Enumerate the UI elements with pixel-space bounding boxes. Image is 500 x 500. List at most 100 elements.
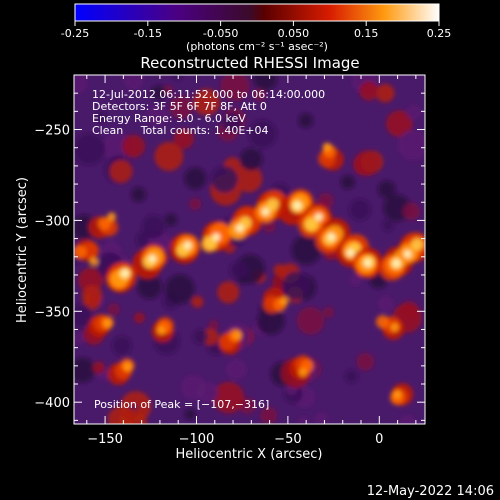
heatmap-patch	[260, 407, 278, 424]
heatmap-patch	[378, 296, 394, 312]
heatmap-patch	[74, 357, 96, 383]
emission-blob	[392, 259, 401, 268]
colorbar-tick-label: -0.25	[61, 27, 89, 40]
heatmap-patch	[208, 319, 219, 330]
emission-blob	[261, 207, 270, 216]
colorbar: -0.25 -0.15 -0.050 0.050 0.15 0.25 (photons c…	[61, 3, 452, 53]
x-tick-label: −100	[179, 432, 215, 447]
emission-blob	[232, 330, 242, 340]
heatmap-patch	[147, 105, 168, 126]
heatmap-patch	[253, 88, 266, 101]
y-tick-label: −400	[34, 396, 70, 411]
emission-blob	[98, 216, 112, 231]
heatmap-patch	[381, 219, 394, 232]
y-tick-label: −350	[34, 305, 70, 320]
heatmap-patch	[248, 119, 277, 149]
emission-blob	[156, 326, 166, 335]
heatmap-patch	[154, 141, 184, 171]
heatmap-patch	[340, 174, 356, 190]
emission-blob	[346, 248, 355, 257]
heatmap-patch	[298, 112, 314, 129]
heatmap-patch	[169, 95, 193, 119]
heatmap-patch	[220, 75, 250, 102]
y-tick-label: −250	[34, 124, 70, 139]
axis-ticks: −150 −100 −50 0 −250 −300 −350 −400	[34, 74, 425, 447]
heatmap-patch	[386, 110, 413, 137]
annotation-block: 12-Jul-2012 06:11:52.000 to 06:14:00.000…	[92, 88, 325, 137]
heatmap-patch	[193, 88, 220, 116]
emission-blob	[212, 233, 221, 242]
heatmap-patch	[74, 133, 106, 166]
emission-blob	[293, 201, 302, 210]
heatmap-patch	[74, 75, 88, 95]
heatmap-patch	[180, 374, 206, 400]
annotation-time: 12-Jul-2012 06:11:52.000 to 06:14:00.000	[92, 88, 325, 101]
heatmap-patch	[111, 335, 132, 356]
y-tick-label: −300	[34, 214, 70, 229]
heatmap-patch	[235, 165, 263, 193]
heatmap-patch	[406, 104, 422, 120]
heatmap-patch	[184, 408, 196, 421]
emission-blob	[103, 318, 113, 328]
y-axis-label: Heliocentric Y (arcsec)	[15, 177, 30, 323]
emission-blob	[363, 258, 372, 267]
heatmap-patch	[222, 112, 242, 133]
heatmap-patch	[229, 260, 248, 280]
heatmap-patch	[217, 281, 240, 304]
heatmap-patch	[173, 128, 194, 149]
heatmap-patch	[164, 213, 178, 227]
emission-blob	[403, 250, 412, 259]
heatmap-patch	[211, 165, 238, 193]
emission-blob	[279, 296, 289, 306]
heatmap-patch	[172, 75, 183, 81]
emission-blob	[148, 254, 157, 263]
colorbar-gradient	[74, 3, 440, 22]
heatmap-patch	[257, 306, 285, 335]
colorbar-tick-label: 0.050	[278, 27, 310, 40]
colorbar-tick-label: -0.15	[134, 27, 162, 40]
heatmap-patch	[164, 274, 195, 305]
heatmap-patch	[344, 369, 359, 384]
heatmap-patch	[212, 381, 245, 414]
x-tick-label: −50	[274, 432, 301, 447]
colorbar-tick-label: 0.15	[354, 27, 379, 40]
colorbar-units: (photons cm⁻² s⁻¹ asec⁻²)	[186, 40, 328, 53]
emission-blob	[327, 233, 336, 242]
heatmap-patch	[291, 234, 322, 265]
emission-blob	[266, 198, 280, 211]
x-tick-label: −150	[87, 432, 123, 447]
heatmap-patch	[74, 332, 86, 345]
chart-title: Reconstructed RHESSI Image	[140, 54, 359, 72]
footer-date: 12-May-2022 14:06	[367, 484, 494, 499]
heatmap-patch	[130, 186, 147, 203]
heatmap-patch	[349, 274, 362, 287]
heatmap-patch	[253, 75, 278, 91]
emission-blob	[411, 238, 424, 251]
heatmap-patch	[92, 361, 105, 374]
annotation-energy: Energy Range: 3.0 - 6.0 keV	[92, 112, 246, 125]
heatmap-patch	[184, 167, 207, 190]
heatmap-patch	[359, 81, 379, 101]
heatmap-patch	[377, 180, 396, 199]
x-tick-label: 0	[375, 432, 383, 447]
heatmap-image	[74, 75, 425, 424]
heatmap-patch	[83, 292, 101, 311]
emission-blob	[393, 390, 402, 399]
colorbar-tick-label: -0.050	[203, 27, 238, 40]
heatmap-patch	[402, 202, 421, 221]
emission-blob	[314, 212, 323, 221]
heatmap-patch	[141, 214, 166, 239]
emission-blob	[322, 142, 332, 152]
emission-blob	[375, 315, 390, 329]
heatmap-patch	[282, 271, 311, 300]
colorbar-tick-label: 0.25	[427, 27, 452, 40]
heatmap-patch	[356, 352, 375, 371]
annotation-counts: Clean Total counts: 1.40E+04	[92, 124, 269, 137]
plot-frame	[73, 74, 426, 425]
emission-blob	[390, 322, 400, 332]
peak-position-label: Position of Peak = [−107,−316]	[94, 398, 269, 411]
heatmap-patch	[239, 147, 263, 171]
heatmap-patch	[150, 85, 167, 101]
heatmap-patch	[262, 219, 276, 233]
emission-blob	[235, 224, 244, 233]
